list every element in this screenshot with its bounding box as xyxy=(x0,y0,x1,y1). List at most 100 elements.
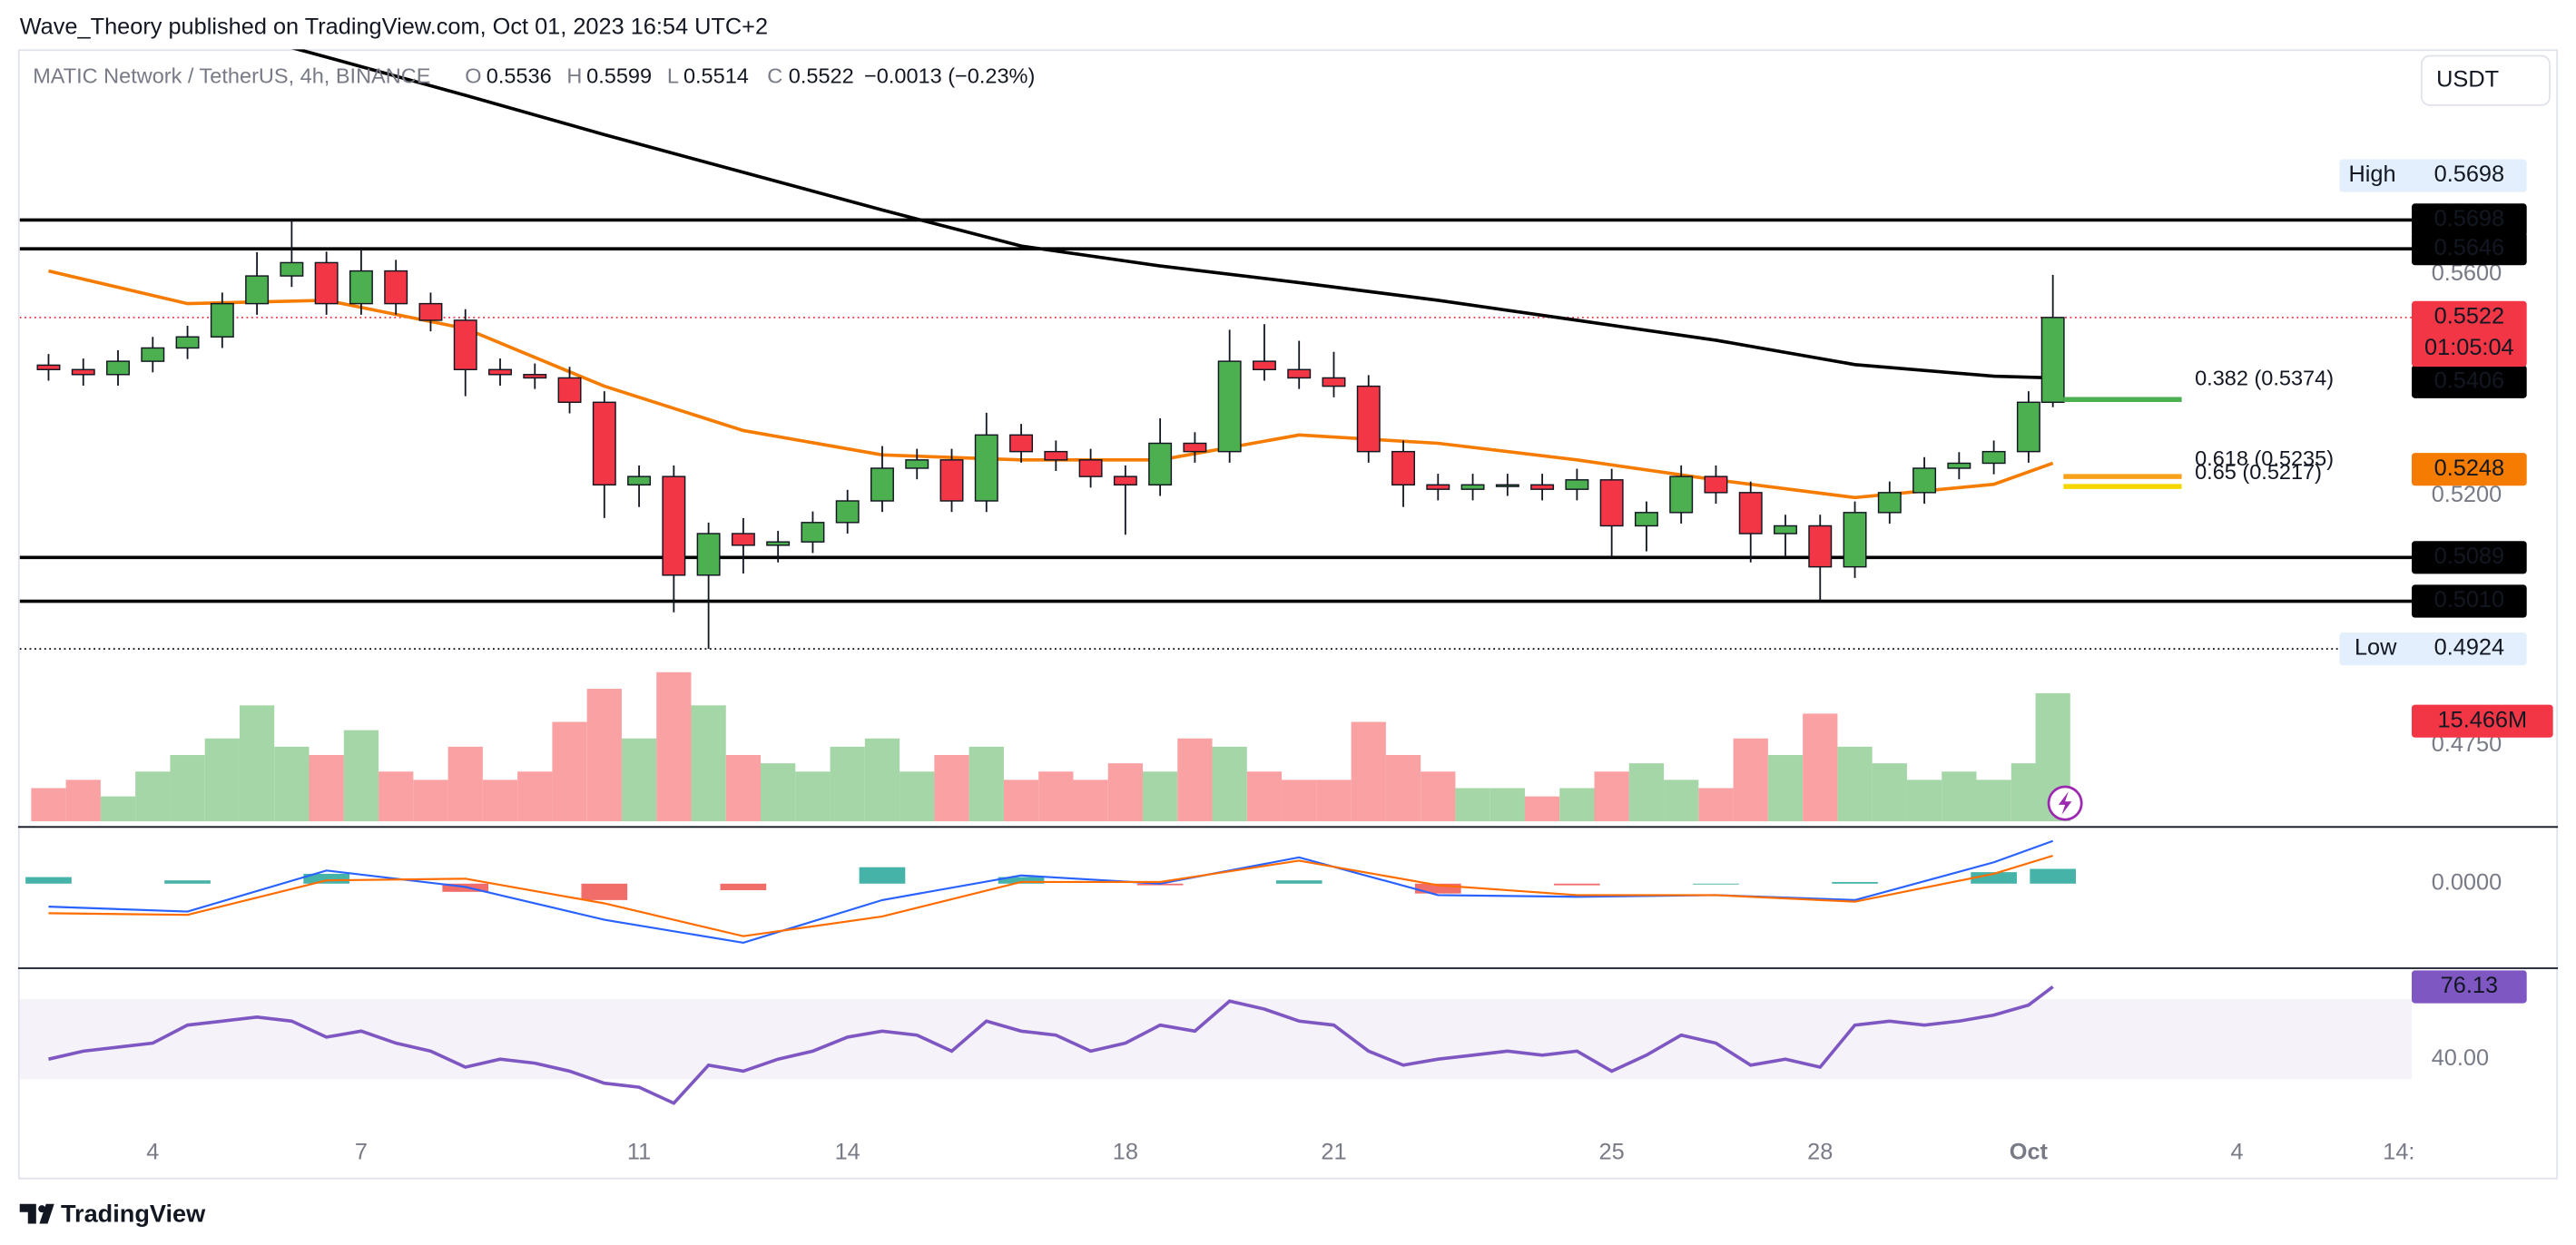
candle-body xyxy=(1495,484,1519,487)
volume-bar xyxy=(100,796,136,822)
ohlc-key: H xyxy=(566,64,582,87)
level-tag: 0.5089 xyxy=(2434,544,2504,569)
x-tick-label: 4 xyxy=(2230,1139,2243,1164)
countdown: 01:05:04 xyxy=(2424,335,2514,360)
ema50-tag-box xyxy=(2412,453,2527,486)
x-tick-label: 14: xyxy=(2383,1139,2414,1164)
candle-body xyxy=(1947,462,1971,469)
volume-bar xyxy=(1976,779,2011,822)
volume-bar xyxy=(1038,771,1074,822)
level-tag: 0.5010 xyxy=(2434,587,2504,613)
macd-histogram-bar xyxy=(1554,883,1600,886)
candle-body xyxy=(696,533,721,576)
fib-label: 0.65 (0.5217) xyxy=(2195,460,2322,484)
candle-body xyxy=(2016,401,2040,453)
candle-body xyxy=(1252,360,1276,371)
volume-bar xyxy=(1385,755,1421,822)
candle-body xyxy=(1530,484,1555,490)
volume-bar xyxy=(830,746,865,822)
macd-histogram-bar xyxy=(25,877,72,884)
macd-tick-label: 0.0000 xyxy=(2432,869,2502,895)
macd-histogram-bar xyxy=(720,883,767,891)
y-tick-label: 0.5200 xyxy=(2432,482,2502,507)
candle-body xyxy=(36,364,61,371)
macd-histogram-bar xyxy=(998,877,1045,884)
volume-bar xyxy=(1107,763,1143,822)
volume-bar xyxy=(1073,779,1108,822)
macd-histogram-bar xyxy=(1414,883,1461,894)
macd-histogram-bar xyxy=(859,867,906,884)
candle-body xyxy=(627,475,652,486)
candle-body xyxy=(1738,492,1763,534)
ohlc-value: 0.5522 xyxy=(789,64,854,87)
volume-bar xyxy=(1559,788,1595,822)
level-tag-box xyxy=(2412,584,2527,618)
candle-body xyxy=(1217,360,1242,453)
volume-bar xyxy=(413,779,448,822)
volume-bar xyxy=(761,763,796,822)
ohlc-value: 0.5599 xyxy=(586,64,652,87)
candle-body xyxy=(1774,524,1797,534)
candle-body xyxy=(870,467,894,502)
candle-body xyxy=(280,261,304,277)
button-frame[interactable] xyxy=(2420,54,2551,106)
level-tag: 0.5646 xyxy=(2434,235,2504,260)
ohlc-key: C xyxy=(767,64,782,87)
candle-body xyxy=(1669,475,1694,514)
volume-tag: 15.466M xyxy=(2438,707,2528,732)
volume-bar xyxy=(1282,779,1317,822)
candle-body xyxy=(662,475,686,576)
candle-body xyxy=(592,401,616,486)
volume-bar xyxy=(968,746,1004,822)
macd-histogram-bar xyxy=(303,873,349,884)
candle-body xyxy=(1460,484,1485,490)
ohlc-key: O xyxy=(465,64,481,87)
volume-bar xyxy=(1594,771,1629,822)
currency-button[interactable]: USDT xyxy=(2420,54,2551,106)
x-tick-label: 25 xyxy=(1599,1139,1625,1164)
macd-histogram-bar xyxy=(1275,880,1322,884)
ohlc-value: 0.5536 xyxy=(487,64,552,87)
button-label[interactable]: USDT xyxy=(2436,66,2499,92)
volume-bar xyxy=(795,771,831,822)
candle-body xyxy=(210,302,234,338)
candle-body xyxy=(106,360,130,376)
candle-body xyxy=(835,500,860,524)
volume-bar xyxy=(1767,755,1804,822)
volume-bar xyxy=(1421,771,1456,822)
x-tick-label: 28 xyxy=(1807,1139,1833,1164)
macd-histogram-bar xyxy=(1693,883,1739,885)
x-tick-label: Oct xyxy=(2010,1139,2049,1164)
alert-icon[interactable] xyxy=(2047,785,2083,821)
candle-body xyxy=(1391,450,1415,486)
volume-bar xyxy=(309,755,344,822)
candle-body xyxy=(1426,484,1450,490)
candle-body xyxy=(1808,524,1833,568)
icon-bolt[interactable] xyxy=(2058,791,2072,815)
ema200-tag-box xyxy=(2412,365,2527,398)
rsi-layer xyxy=(19,985,2413,1105)
candle-body xyxy=(1877,492,1902,514)
volume-bar xyxy=(1455,788,1490,822)
volume-bar xyxy=(1664,779,1699,822)
candle-body xyxy=(453,319,477,371)
macd-histogram-bar xyxy=(2030,868,2077,884)
candle-body xyxy=(384,270,408,305)
candle-body xyxy=(1704,475,1728,494)
volume-bar xyxy=(482,779,518,822)
candle-body xyxy=(1322,377,1346,387)
volume-bar xyxy=(1212,746,1247,822)
x-tick-label: 4 xyxy=(146,1139,159,1164)
volume-bar xyxy=(552,721,587,822)
fib-label: 0.618 (0.5235) xyxy=(2195,446,2334,470)
candle-body xyxy=(1044,450,1068,461)
x-tick-label: 11 xyxy=(627,1139,651,1164)
macd-histogram-bar xyxy=(1971,872,2017,884)
macd-histogram-bar xyxy=(164,880,211,884)
symbol: MATIC Network / TetherUS, 4h, BINANCE xyxy=(33,64,430,87)
macd-line xyxy=(48,839,2054,945)
candle-body xyxy=(1113,475,1137,486)
volume-bar xyxy=(447,746,483,822)
volume-bar xyxy=(1246,771,1283,822)
